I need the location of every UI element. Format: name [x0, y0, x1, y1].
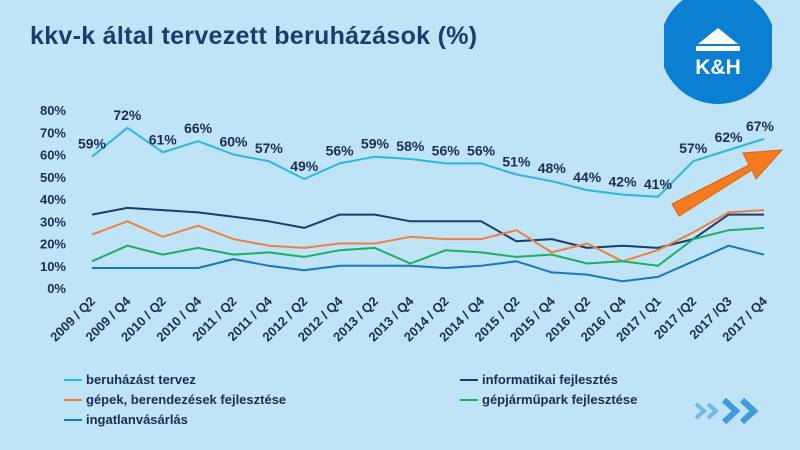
y-tick-label: 70% [40, 125, 66, 140]
data-label: 58% [396, 138, 425, 154]
trend-arrow-shape [671, 149, 784, 217]
series-line-ingatlanv-s-rl-s [92, 244, 765, 283]
data-label: 57% [255, 140, 284, 156]
legend-label: gépek, berendezések fejlesztése [86, 392, 286, 407]
data-label: 61% [149, 131, 178, 147]
y-tick-label: 10% [40, 259, 66, 274]
y-tick-label: 60% [40, 148, 66, 163]
data-label: 48% [538, 160, 567, 176]
data-label: 62% [715, 129, 744, 145]
data-label: 59% [361, 136, 390, 152]
series-line-informatikai-fejleszt-s [91, 206, 764, 249]
y-tick-label: 50% [40, 170, 66, 185]
y-tick-label: 20% [40, 237, 66, 252]
y-tick-label: 80% [40, 103, 66, 118]
data-label: 44% [573, 169, 602, 185]
series-line-g-pek-berendez-sek-fejleszt-se [91, 209, 765, 263]
data-label: 51% [502, 154, 531, 170]
data-label: 60% [219, 134, 248, 150]
data-labels: 59% 72% 61% 66% 60% 57% 49% 56% 59% 58% 56% 56% 51% 4… [78, 107, 775, 192]
series-line-g-pj-rm-park-fejleszt-se [91, 226, 765, 267]
series-layer [91, 126, 765, 283]
data-label: 57% [679, 140, 708, 156]
data-label: 59% [78, 136, 107, 152]
page-title: kkv-k által tervezett beruházások (%) [30, 22, 478, 50]
legend: beruházást tervez informatikai fejlesztés… [64, 372, 637, 427]
data-label: 56% [432, 142, 461, 158]
data-label: 66% [184, 120, 213, 136]
chevrons-icon [694, 397, 759, 425]
svg-text:K&H: K&H [695, 56, 741, 79]
trend-arrow [671, 149, 784, 217]
data-label: 72% [113, 107, 142, 123]
kh-logo: K&H [664, 0, 772, 104]
series-line-beruh-z-st-tervez [91, 126, 765, 198]
data-label: 49% [290, 158, 319, 174]
data-label: 41% [644, 176, 673, 192]
legend-label: gépjárműpark fejlesztése [482, 392, 637, 407]
y-tick-label: 40% [40, 192, 66, 207]
legend-label: ingatlanvásárlás [86, 412, 188, 427]
y-axis: 0% 10% 20% 30% 40% 50% 60% 70% 80% [40, 103, 66, 296]
data-label: 56% [467, 142, 496, 158]
legend-label: beruházást tervez [86, 372, 196, 387]
y-tick-label: 0% [47, 281, 66, 296]
data-label: 42% [609, 174, 638, 190]
data-label: 67% [746, 118, 775, 134]
data-label: 56% [326, 142, 355, 158]
y-tick-label: 30% [40, 214, 66, 229]
legend-label: informatikai fejlesztés [482, 372, 618, 387]
